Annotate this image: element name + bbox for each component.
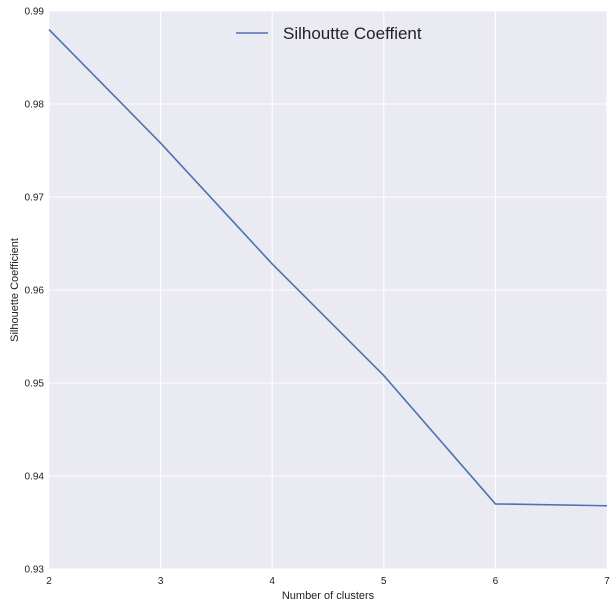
- y-tick-label: 0.93: [25, 565, 45, 576]
- y-tick-label: 0.97: [25, 193, 45, 204]
- x-tick-label: 2: [46, 576, 52, 587]
- y-tick-label: 0.96: [25, 286, 45, 297]
- y-tick-label: 0.98: [25, 100, 45, 111]
- x-tick-label: 5: [381, 576, 387, 587]
- x-axis-label: Number of clusters: [282, 590, 375, 602]
- x-tick-label: 7: [604, 576, 610, 587]
- x-tick-label: 6: [493, 576, 499, 587]
- grid: [48, 10, 608, 570]
- y-axis-label: Silhouette Coefficient: [9, 238, 21, 342]
- legend: Silhoutte Coeffient: [236, 24, 422, 43]
- x-tick-label: 4: [269, 576, 275, 587]
- y-tick-label: 0.99: [25, 7, 45, 18]
- series-line: [48, 29, 608, 507]
- legend-label: Silhoutte Coeffient: [283, 24, 422, 43]
- series-layer: [48, 29, 608, 507]
- tick-labels: 2 3 4 5 6 7 0.93 0.94 0.95 0.96 0.97 0.98 0.99: [25, 7, 611, 588]
- y-tick-label: 0.95: [25, 379, 45, 390]
- x-tick-label: 3: [158, 576, 164, 587]
- y-tick-label: 0.94: [25, 472, 45, 483]
